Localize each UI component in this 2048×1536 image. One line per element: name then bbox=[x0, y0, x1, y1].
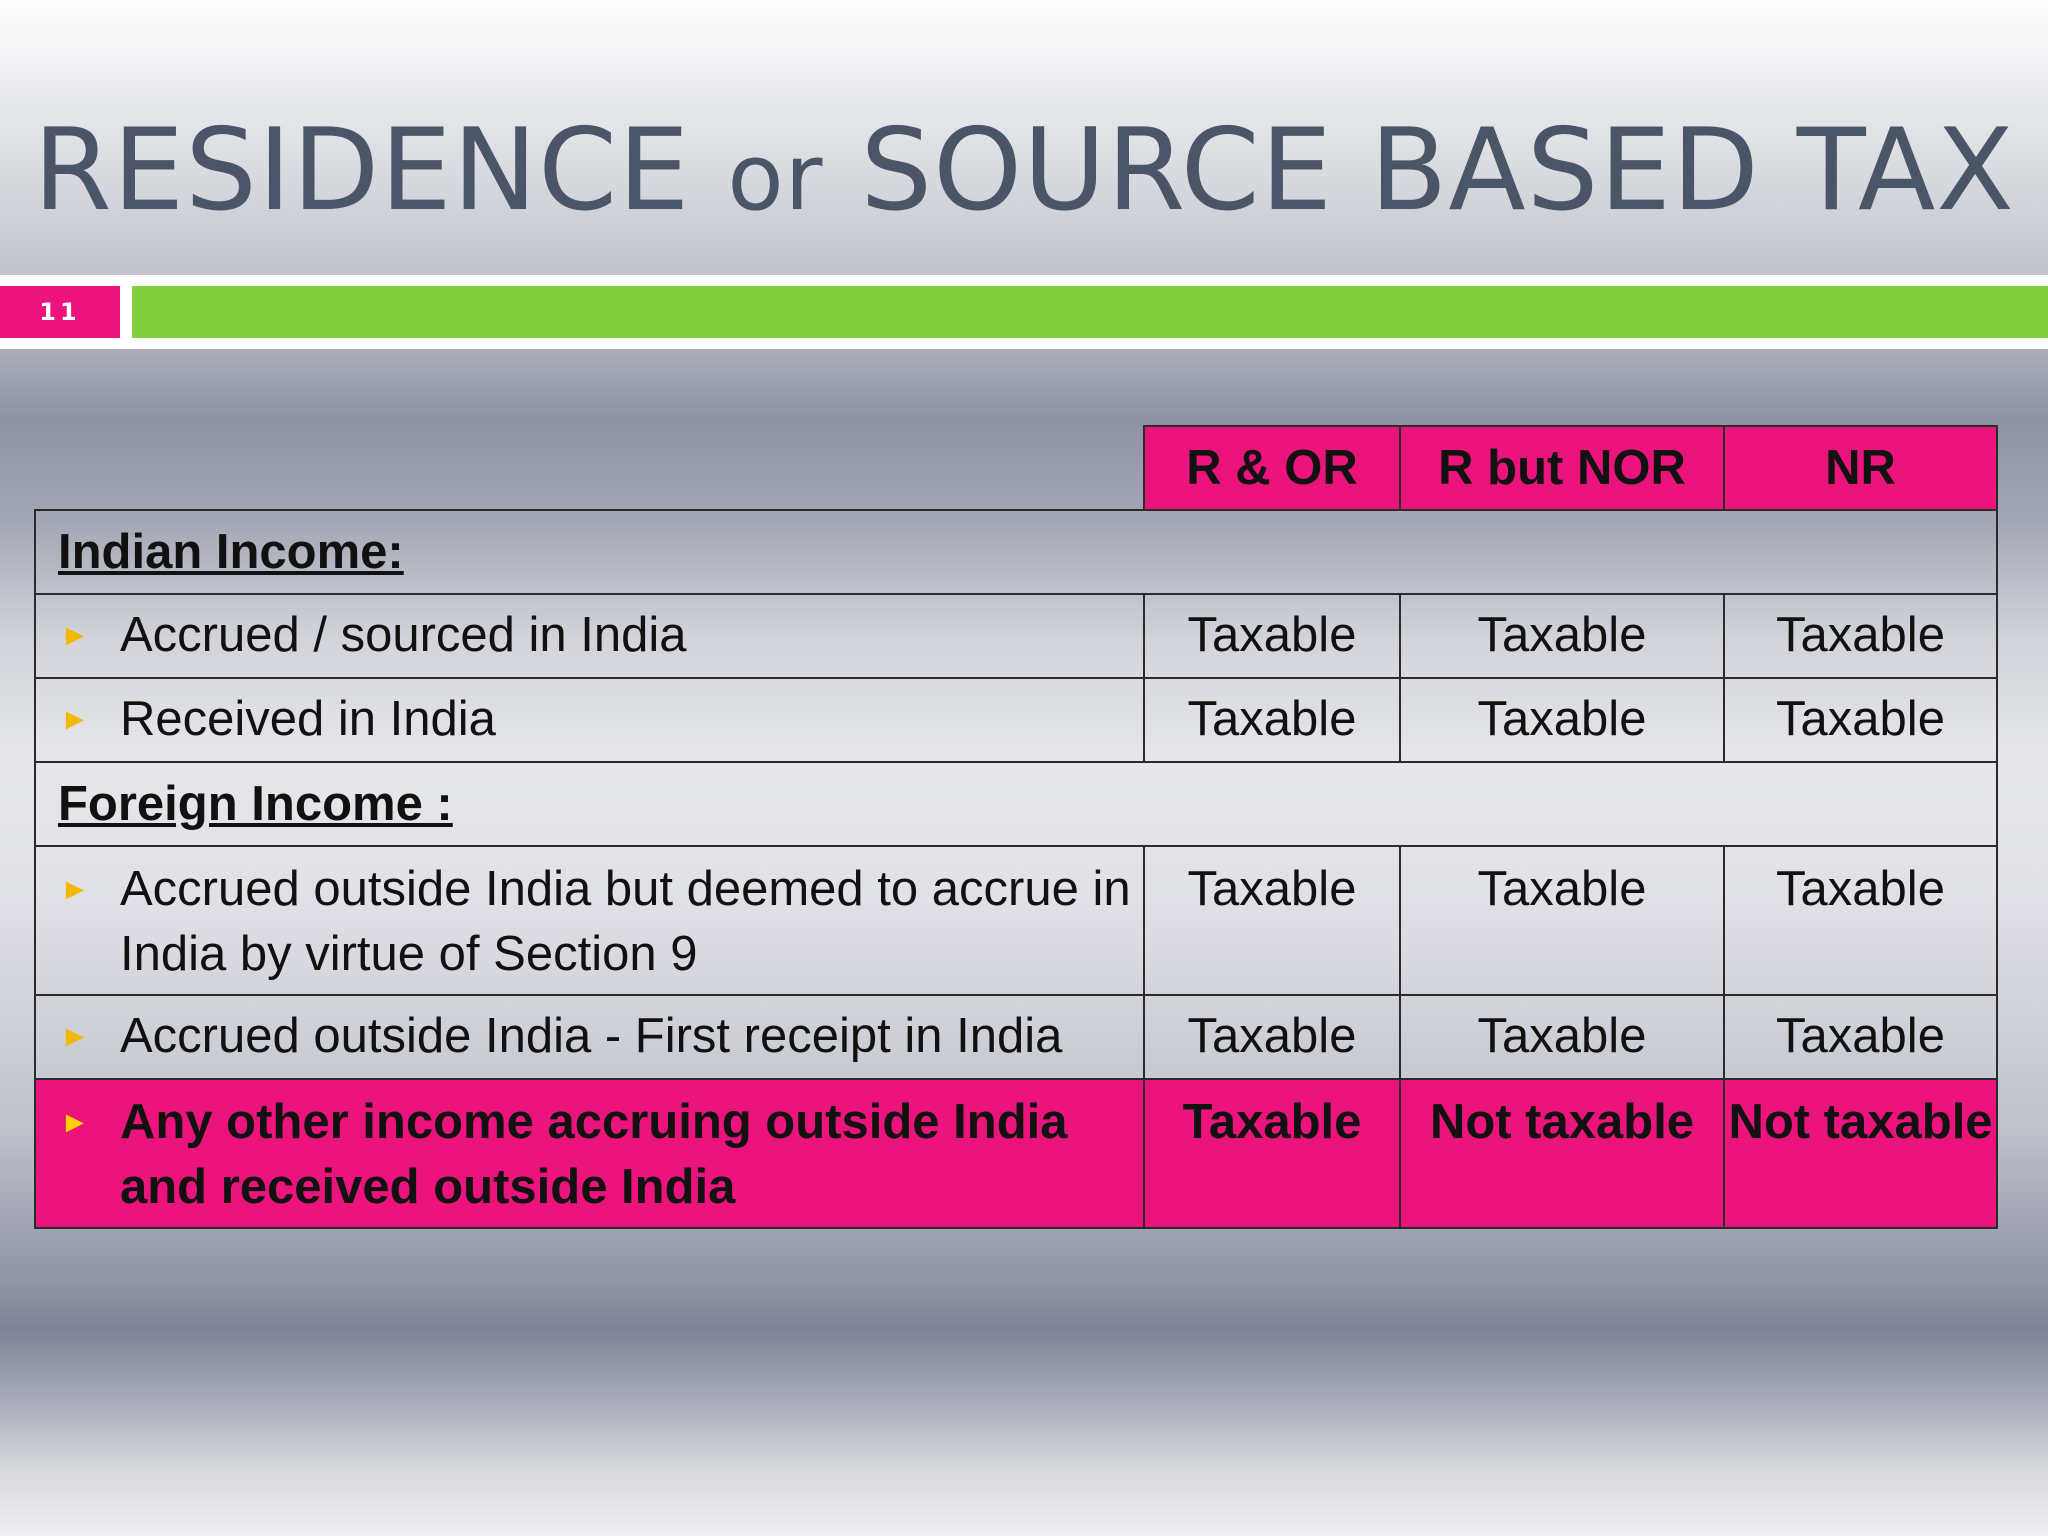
cell-r-but-nor: Taxable bbox=[1399, 845, 1725, 996]
row-label-text: Any other income accruing outside India … bbox=[120, 1095, 1068, 1214]
row-label: ► Accrued outside India - First receipt i… bbox=[34, 994, 1145, 1080]
title-part-1: RESIDENCE bbox=[33, 104, 691, 236]
row-label: ► Accrued outside India but deemed to acc… bbox=[34, 845, 1145, 996]
row-label-text: Accrued outside India but deemed to accr… bbox=[120, 862, 1131, 981]
section-row: Indian Income: bbox=[34, 509, 1998, 595]
cell-r-or: Taxable bbox=[1143, 593, 1401, 679]
cell-r-but-nor: Not taxable bbox=[1399, 1078, 1725, 1229]
section-heading-foreign: Foreign Income : bbox=[34, 761, 1998, 847]
cell-nr: Not taxable bbox=[1723, 1078, 1998, 1229]
col-header-nr: NR bbox=[1723, 425, 1998, 511]
row-label-text: Received in India bbox=[120, 692, 496, 746]
table-row: ► Accrued outside India but deemed to acc… bbox=[34, 845, 1998, 996]
triangle-right-icon: ► bbox=[60, 1020, 90, 1053]
cell-r-or: Taxable bbox=[1143, 677, 1401, 763]
triangle-right-icon: ► bbox=[60, 1106, 90, 1139]
cell-r-but-nor: Taxable bbox=[1399, 994, 1725, 1080]
title-part-2: SOURCE BASED TAX bbox=[860, 104, 2015, 236]
cell-nr: Taxable bbox=[1723, 994, 1998, 1080]
header-corner bbox=[35, 426, 1145, 511]
triangle-right-icon: ► bbox=[60, 619, 90, 652]
row-label: ► Received in India bbox=[34, 677, 1145, 763]
row-label-text: Accrued outside India - First receipt in… bbox=[120, 1009, 1063, 1063]
table-row: ► Received in India Taxable Taxable Taxab… bbox=[34, 677, 1998, 763]
triangle-right-icon: ► bbox=[60, 873, 90, 906]
cell-nr: Taxable bbox=[1723, 593, 1998, 679]
table-row: ► Accrued outside India - First receipt i… bbox=[34, 994, 1998, 1080]
row-label-text: Accrued / sourced in India bbox=[120, 608, 687, 662]
title-part-connector: or bbox=[727, 124, 824, 231]
table-row-highlighted: ► Any other income accruing outside India… bbox=[34, 1078, 1998, 1229]
cell-r-but-nor: Taxable bbox=[1399, 593, 1725, 679]
cell-r-or: Taxable bbox=[1143, 1078, 1401, 1229]
cell-r-or: Taxable bbox=[1143, 994, 1401, 1080]
cell-nr: Taxable bbox=[1723, 677, 1998, 763]
tax-table: R & OR R but NOR NR Indian Income: ► Accr… bbox=[34, 425, 1998, 1229]
table-row: ► Accrued / sourced in India Taxable Taxa… bbox=[34, 593, 1998, 679]
col-header-r-but-nor: R but NOR bbox=[1399, 425, 1725, 511]
row-label: ► Accrued / sourced in India bbox=[34, 593, 1145, 679]
col-header-r-or: R & OR bbox=[1143, 425, 1401, 511]
header-row: R & OR R but NOR NR bbox=[35, 425, 1998, 511]
section-row: Foreign Income : bbox=[34, 761, 1998, 847]
section-heading-indian: Indian Income: bbox=[34, 509, 1998, 595]
cell-r-but-nor: Taxable bbox=[1399, 677, 1725, 763]
cell-nr: Taxable bbox=[1723, 845, 1998, 996]
triangle-right-icon: ► bbox=[60, 703, 90, 736]
slide-number: 11 bbox=[0, 286, 120, 338]
slide-title: RESIDENCE or SOURCE BASED TAX bbox=[0, 105, 2048, 235]
row-label: ► Any other income accruing outside India… bbox=[34, 1078, 1145, 1229]
cell-r-or: Taxable bbox=[1143, 845, 1401, 996]
accent-bar bbox=[132, 286, 2048, 338]
